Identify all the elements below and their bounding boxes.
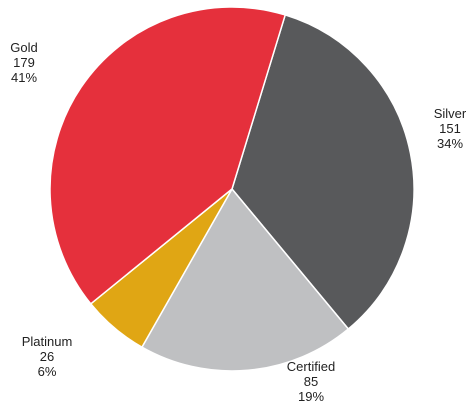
- pie-label-silver-percent: 34%: [437, 136, 463, 151]
- pie-label-silver-value: 151: [439, 121, 461, 136]
- pie-label-platinum-percent: 6%: [38, 364, 57, 379]
- pie-slice-gold: [49, 6, 286, 305]
- pie-label-gold-name: Gold: [10, 40, 37, 55]
- pie-slice-certified: [141, 188, 350, 372]
- pie-slice-silver: [231, 14, 415, 330]
- pie-label-certified-value: 85: [304, 374, 318, 389]
- pie-label-platinum-value: 26: [40, 349, 54, 364]
- pie-label-certified-percent: 19%: [298, 389, 324, 404]
- pie-label-silver-name: Silver: [434, 106, 467, 121]
- pie-label-gold-percent: 41%: [11, 70, 37, 85]
- pie-slices: [49, 6, 415, 372]
- pie-label-certified-name: Certified: [287, 359, 335, 374]
- pie-label-gold-value: 179: [13, 55, 35, 70]
- pie-label-platinum-name: Platinum: [22, 334, 73, 349]
